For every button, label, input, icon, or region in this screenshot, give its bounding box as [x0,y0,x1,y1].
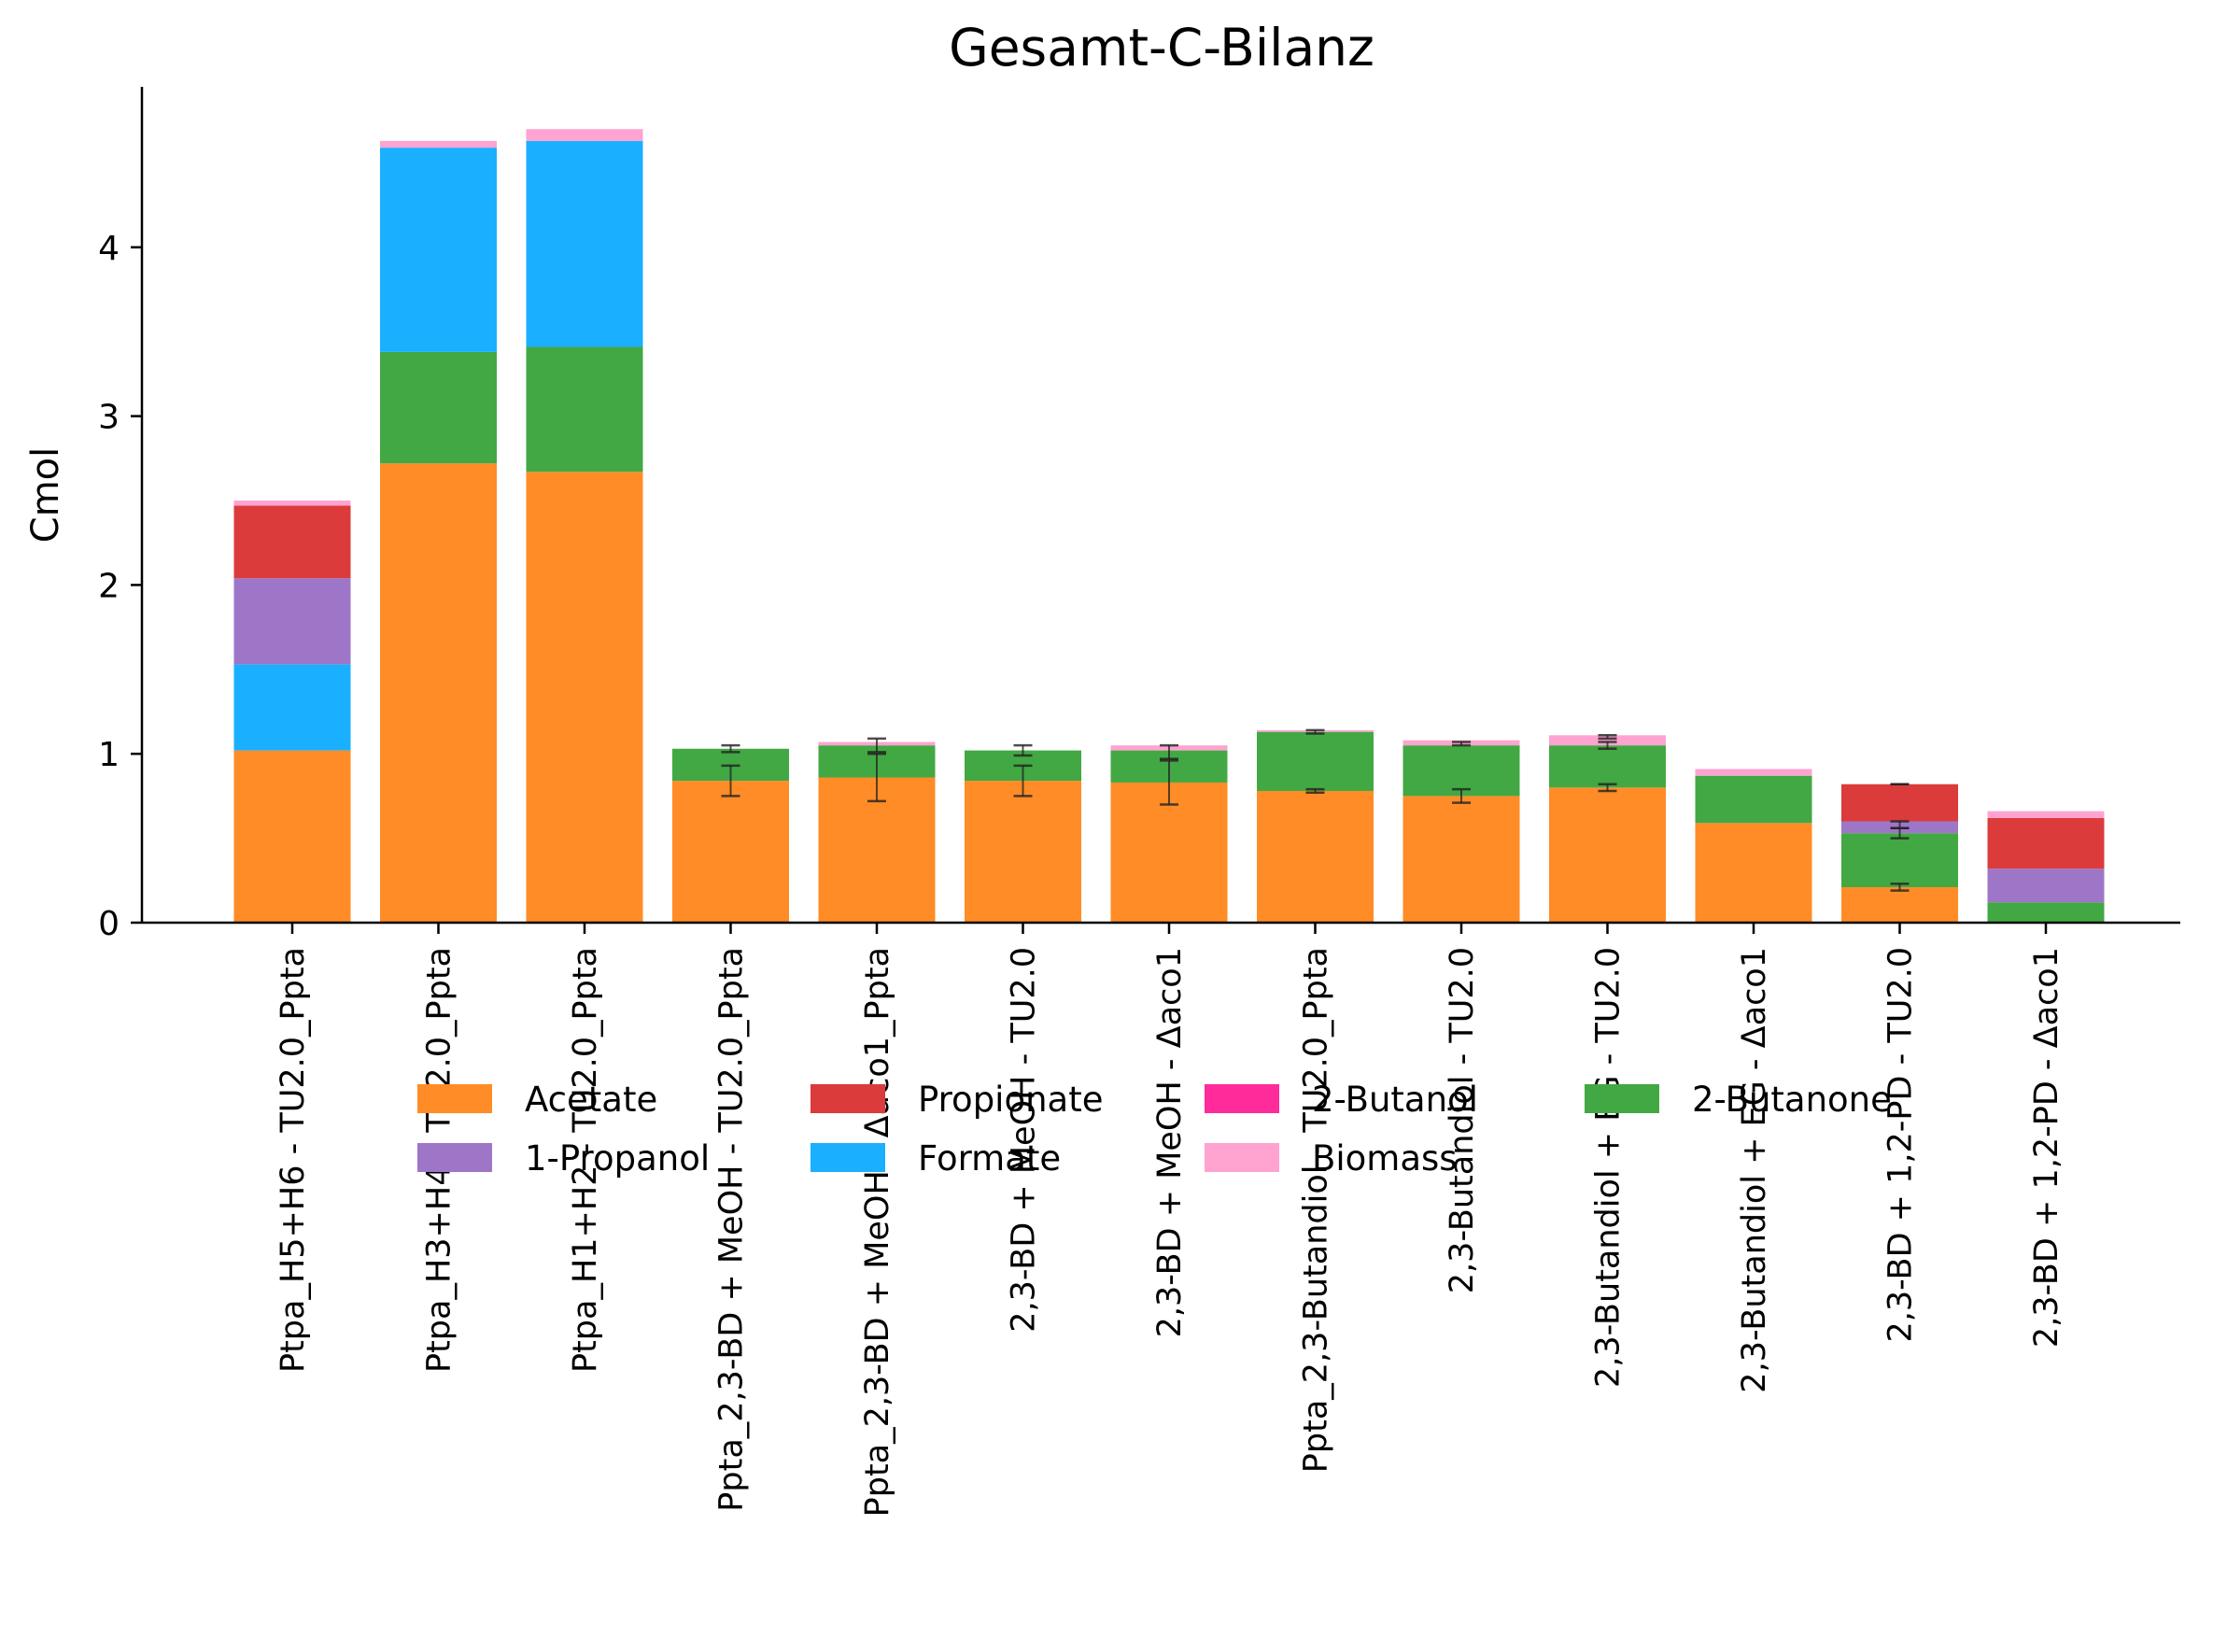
legend-entry-acetate: Acetate [417,1080,657,1120]
bar-biomass-12 [1987,811,2105,818]
legend-entry-biomass: Biomass [1205,1138,1458,1179]
legend-label-acetate: Acetate [525,1080,657,1120]
x-tick-label-4: Ppta_2,3-BD + MeOH - Δaco1_Ppta [859,947,896,1517]
error-bar-9 [1305,728,1325,735]
x-tick-label-9: 2,3-Butandiol + EG - TU2.0 [1590,947,1628,1388]
bar-1-propanol-12 [1987,868,2105,903]
x-tick-label-10: 2,3-Butandiol + EG - Δaco1 [1736,947,1773,1393]
error-bar-7 [1160,743,1178,760]
legend-swatch-acetate [417,1084,492,1113]
x-tick-label-3: Ppta_2,3-BD + MeOH - TU2.0_Ppta [713,947,751,1512]
y-axis: 0 1 2 3 4 [98,87,144,943]
bar-acetate-7 [1257,790,1374,923]
legend-swatch-2-butanone [1585,1084,1659,1113]
legend-swatch-2-butanol [1205,1084,1279,1113]
legend-swatch-1-propanol [417,1143,492,1172]
x-tick-label-0: Ptpa_H5+H6 - TU2.0_Ppta [275,947,312,1373]
bar-propionate-11 [1841,784,1958,822]
error-bar-1 [721,743,740,754]
bar-biomass-0 [233,501,351,506]
x-tick-label-12: 2,3-BD + 1,2-PD - Δaco1 [2028,947,2065,1348]
bar-2-butanone-2 [526,346,643,473]
legend-swatch-propionate [810,1084,885,1113]
bar-2-butanone-7 [1257,731,1374,791]
bar-2-butanone-10 [1695,775,1812,824]
error-bar-2 [867,752,886,803]
bar-acetate-3 [672,781,789,923]
legend-entry-1-propanol: 1-Propanol [417,1138,710,1179]
y-tick-label-3: 3 [98,399,120,437]
bar-formate-0 [233,664,351,751]
bar-2-butanone-9 [1549,745,1666,788]
y-tick-label-1: 1 [98,736,120,774]
bar-acetate-0 [233,750,351,923]
legend-label-2-butanone: 2-Butanone [1692,1080,1892,1120]
legend-label-2-butanol: 2-Butanol [1312,1080,1478,1120]
bar-acetate-9 [1549,787,1666,923]
bar-acetate-8 [1403,796,1520,923]
error-bar-14 [1598,734,1617,741]
error-bar-12 [1598,783,1617,793]
bar-2-butanone-1 [380,351,497,464]
bar-acetate-1 [380,463,497,923]
y-tick-label-2: 2 [98,567,120,605]
x-tick-label-2: Ptpa_H1+H2 - TU2.0_Ppta [567,947,604,1373]
plot-area [233,129,2105,923]
error-bar-17 [1890,820,1910,830]
legend-label-formate: Formate [918,1138,1061,1179]
error-bar-8 [1305,787,1325,795]
legend-swatch-biomass [1205,1143,1279,1172]
chart-title: Gesamt-C-Bilanz [949,18,1374,78]
legend-entry-2-butanone: 2-Butanone [1585,1080,1892,1120]
bar-acetate-2 [526,472,643,923]
bar-propionate-12 [1987,817,2105,869]
x-tick-label-8: 2,3-Butandiol - TU2.0 [1444,947,1481,1293]
legend-label-1-propanol: 1-Propanol [525,1138,710,1179]
error-bar-15 [1890,882,1910,892]
bar-2-butanone-8 [1403,745,1520,797]
error-bar-5 [1013,743,1033,757]
x-tick-label-7: Ppta_2,3-Butandiol - TU2.0_Ppta [1298,947,1335,1473]
x-tick-label-6: 2,3-BD + MeOH - Δaco1 [1151,947,1189,1337]
bar-2-butanone-11 [1841,833,1958,888]
bar-1-propanol-0 [233,578,351,665]
bar-biomass-10 [1695,769,1812,776]
error-bar-0 [721,764,740,798]
error-bar-10 [1452,787,1471,804]
legend-entry-2-butanol: 2-Butanol [1205,1080,1478,1120]
bar-acetate-11 [1841,887,1958,923]
error-bar-11 [1452,741,1471,747]
legend-swatch-formate [810,1143,885,1172]
bar-formate-1 [380,148,497,352]
legend-label-biomass: Biomass [1312,1138,1458,1179]
legend-label-propionate: Propionate [918,1080,1104,1120]
x-tick-label-5: 2,3-BD + MeOH - TU2.0 [1006,947,1043,1333]
bar-acetate-5 [965,781,1081,923]
error-bar-13 [1598,741,1617,751]
error-bar-3 [867,737,886,754]
bar-acetate-10 [1695,823,1812,923]
y-axis-label: Cmol [24,447,67,543]
x-tick-label-11: 2,3-BD + 1,2-PD - TU2.0 [1882,947,1920,1342]
bar-biomass-1 [380,140,497,148]
bar-acetate-6 [1110,782,1228,923]
bar-propionate-0 [233,505,351,579]
bar-formate-2 [526,140,643,347]
y-tick-label-0: 0 [98,905,120,943]
y-tick-label-4: 4 [98,230,120,268]
bar-biomass-9 [1549,735,1666,746]
legend-entry-propionate: Propionate [810,1080,1104,1120]
bar-biomass-2 [526,129,643,141]
error-bar-6 [1160,759,1178,806]
bar-2-butanone-12 [1987,902,2105,923]
error-bar-4 [1013,764,1033,798]
legend-entry-formate: Formate [810,1138,1061,1179]
legend: Acetate Propionate 2-Butanol 2-Butanone 1-Pr… [417,1080,1892,1179]
